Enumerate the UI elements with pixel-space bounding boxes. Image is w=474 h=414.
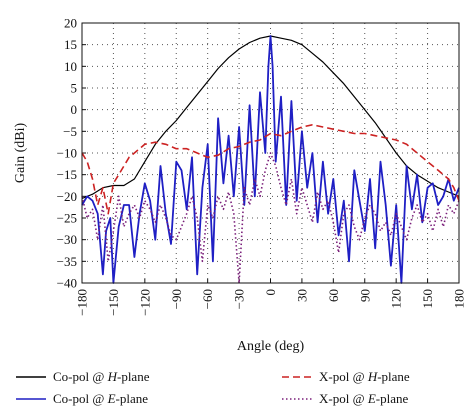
y-tick-label: −10 xyxy=(57,146,77,161)
legend-label: X-pol @ E-plane xyxy=(319,391,408,406)
legend-label: X-pol @ H-plane xyxy=(319,369,410,384)
series-line-co-pol-e-plane xyxy=(81,35,460,284)
series-line-x-pol-e-plane xyxy=(81,152,460,284)
x-tick-label: −60 xyxy=(200,289,215,309)
x-tick-labels: −180 −150 −120 −90 −60 −30 0 30 60 90 120 150 180 xyxy=(75,289,467,316)
x-tick-label: 30 xyxy=(294,289,309,302)
legend: Co-pol @ H-plane X-pol @ H-plane Co-pol @ … xyxy=(16,369,410,406)
y-tick-label: 5 xyxy=(71,81,78,96)
x-tick-label: 150 xyxy=(420,289,435,309)
series-line-co-pol-h-plane xyxy=(81,35,460,200)
y-tick-labels: 20 15 10 5 0 −5 −10 −15 −20 −25 −30 −35 −40 xyxy=(57,16,77,291)
series-layer xyxy=(81,35,460,284)
x-tick-label: −150 xyxy=(106,289,121,316)
x-tick-label: 0 xyxy=(263,289,278,296)
x-tick-label: 180 xyxy=(452,289,467,309)
y-tick-label: −20 xyxy=(57,189,77,204)
y-tick-label: −40 xyxy=(57,276,77,291)
y-tick-label: −30 xyxy=(57,232,77,247)
y-tick-label: 0 xyxy=(71,102,78,117)
x-tick-label: −90 xyxy=(169,289,184,309)
series-line-x-pol-h-plane xyxy=(81,124,460,215)
plot-frame xyxy=(81,22,460,284)
y-tick-label: −35 xyxy=(57,254,77,269)
y-tick-label: −5 xyxy=(63,124,77,139)
y-tick-label: −15 xyxy=(57,167,77,182)
x-tick-label: −120 xyxy=(137,289,152,316)
legend-label: Co-pol @ E-plane xyxy=(53,391,148,406)
legend-label: Co-pol @ H-plane xyxy=(53,369,150,384)
x-tick-label: 120 xyxy=(389,289,404,309)
x-tick-label: 90 xyxy=(357,289,372,302)
x-axis-label: Angle (deg) xyxy=(237,339,305,354)
x-tick-label: −30 xyxy=(232,289,247,309)
y-tick-label: 20 xyxy=(64,16,77,31)
y-tick-label: −25 xyxy=(57,211,77,226)
x-tick-label: −180 xyxy=(75,289,90,316)
y-tick-label: 10 xyxy=(64,59,77,74)
y-tick-label: 15 xyxy=(64,37,77,52)
x-tick-label: 60 xyxy=(326,289,341,302)
y-axis-label: Gain (dBi) xyxy=(13,123,28,184)
